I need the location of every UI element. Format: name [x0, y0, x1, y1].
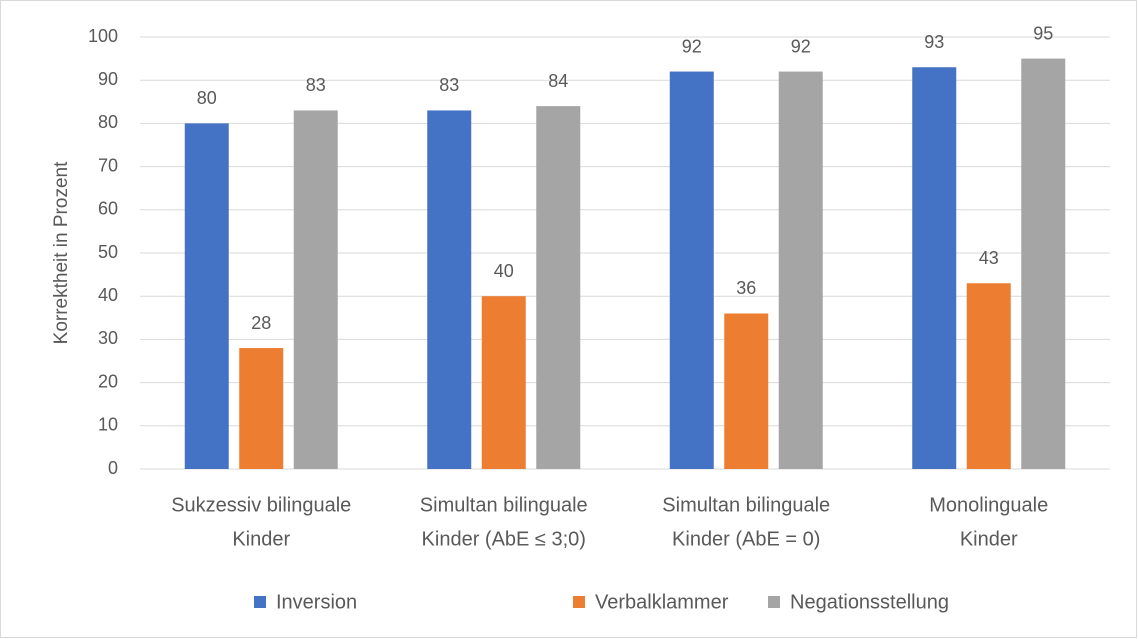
legend-swatch — [768, 596, 780, 608]
x-tick-label: Kinder — [960, 528, 1018, 550]
y-tick-label: 100 — [88, 26, 118, 46]
y-axis-label: Korrektheit in Prozent — [51, 161, 72, 344]
y-tick-label: 90 — [98, 69, 118, 89]
x-tick-label: Kinder (AbE ≤ 3;0) — [422, 528, 586, 550]
bar — [239, 348, 284, 469]
bar — [184, 123, 229, 470]
legend-swatch — [573, 596, 585, 608]
x-tick-label: Simultan bilinguale — [662, 494, 830, 516]
y-tick-label: 0 — [108, 458, 118, 478]
bar — [724, 313, 769, 469]
legend-swatch — [254, 596, 266, 608]
value-label: 83 — [306, 75, 326, 95]
value-label: 28 — [251, 313, 271, 333]
x-tick-label: Sukzessiv bilinguale — [171, 494, 351, 516]
y-tick-label: 10 — [98, 415, 118, 435]
value-label: 40 — [494, 261, 514, 281]
x-tick-label: Kinder — [232, 528, 290, 550]
y-tick-label: 30 — [98, 328, 118, 348]
y-tick-label: 50 — [98, 242, 118, 262]
x-tick-label: Kinder (AbE = 0) — [672, 528, 820, 550]
y-tick-label: 20 — [98, 371, 118, 391]
bar — [1021, 58, 1066, 469]
bar — [669, 71, 714, 469]
value-label: 83 — [439, 75, 459, 95]
bar — [293, 110, 338, 469]
bar — [536, 106, 581, 470]
bar — [427, 110, 472, 469]
x-tick-label: Monolinguale — [929, 494, 1048, 516]
value-label: 93 — [924, 32, 944, 52]
bar — [912, 67, 957, 470]
value-label: 92 — [682, 36, 702, 56]
value-label: 36 — [736, 278, 756, 298]
y-tick-label: 80 — [98, 112, 118, 132]
value-label: 84 — [548, 71, 568, 91]
x-tick-label: Simultan bilinguale — [420, 494, 588, 516]
legend-label: Verbalklammer — [595, 591, 729, 613]
y-tick-label: 70 — [98, 155, 118, 175]
bar — [778, 71, 823, 469]
value-label: 92 — [791, 36, 811, 56]
y-tick-label: 60 — [98, 199, 118, 219]
y-tick-label: 40 — [98, 285, 118, 305]
bar — [481, 296, 526, 469]
legend-label: Negationsstellung — [790, 591, 949, 613]
value-label: 43 — [979, 248, 999, 268]
value-label: 80 — [197, 88, 217, 108]
value-label: 95 — [1033, 23, 1053, 43]
legend-label: Inversion — [276, 591, 357, 613]
bar — [966, 283, 1011, 469]
